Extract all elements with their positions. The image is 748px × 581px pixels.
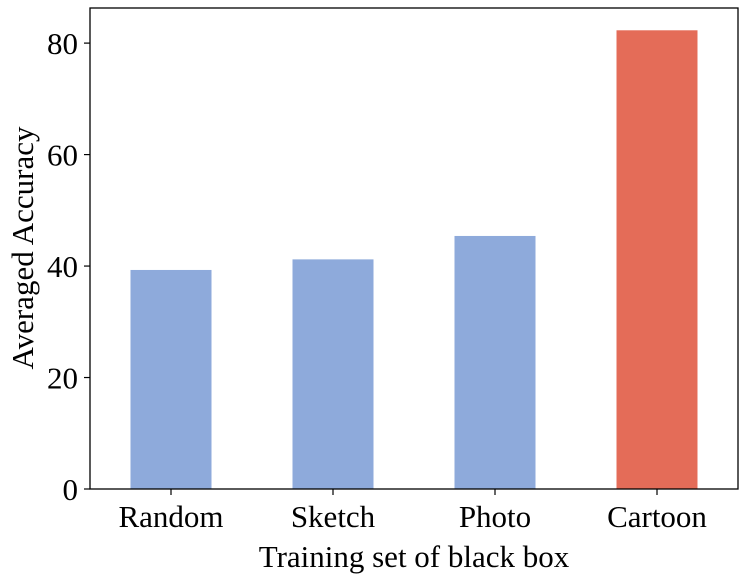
bars <box>130 30 698 490</box>
plot-frame <box>89 7 739 490</box>
x-tick-label: Photo <box>459 499 531 534</box>
y-axis-label: Averaged Accuracy <box>5 126 40 369</box>
y-tick-label: 60 <box>47 138 78 173</box>
x-axis-ticks: Random Sketch Photo Cartoon <box>118 489 707 534</box>
bar-photo <box>454 235 536 489</box>
y-axis-ticks: 0 20 40 60 80 <box>47 26 90 507</box>
y-tick-label: 40 <box>47 249 78 284</box>
bar-cartoon <box>616 30 698 490</box>
x-tick-label: Sketch <box>291 499 376 534</box>
bar-random <box>130 269 212 489</box>
x-tick-label: Random <box>118 499 223 534</box>
bar-sketch <box>292 259 374 489</box>
y-tick-label: 20 <box>47 361 78 396</box>
x-tick-label: Cartoon <box>607 499 707 534</box>
y-tick-label: 80 <box>47 26 78 61</box>
x-axis-label: Training set of black box <box>259 539 570 574</box>
y-tick-label: 0 <box>63 472 79 507</box>
